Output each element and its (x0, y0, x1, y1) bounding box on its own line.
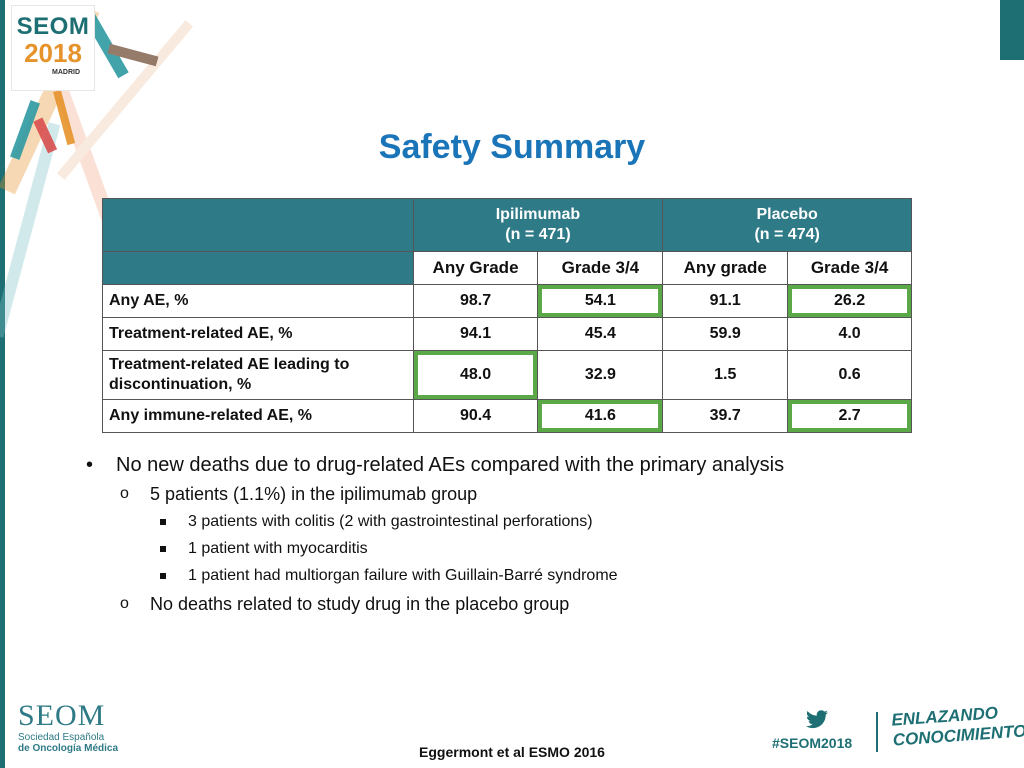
twitter-icon (806, 710, 828, 729)
hashtag: #SEOM2018 (772, 735, 853, 751)
table-cell: 32.9 (537, 350, 664, 400)
row-label: Treatment-related AE, % (102, 317, 414, 351)
slide-title: Safety Summary (378, 128, 646, 166)
table-cell-highlighted: 48.0 (412, 350, 539, 400)
table-row: Treatment-related AE leading to disconti… (102, 350, 912, 400)
bullet-detail: 1 patient with myocarditis (86, 537, 986, 561)
subheader-row: Any Grade Grade 3/4 Any grade Grade 3/4 (102, 251, 912, 285)
col-header: Any Grade (412, 251, 539, 285)
table-cell: 94.1 (412, 317, 539, 351)
table-row: Treatment-related AE, % 94.1 45.4 59.9 4… (102, 317, 912, 351)
table-cell: 1.5 (662, 350, 789, 400)
table-cell: 59.9 (662, 317, 789, 351)
row-label: Treatment-related AE leading to disconti… (102, 350, 414, 400)
bullet-list: No new deaths due to drug-related AEs co… (86, 452, 986, 617)
header-blank (102, 198, 414, 252)
table-cell: 91.1 (662, 284, 789, 318)
col-header: Any grade (662, 251, 789, 285)
safety-table: Ipilimumab (n = 471) Placebo (n = 474) A… (102, 198, 912, 433)
table-cell: 4.0 (787, 317, 912, 351)
table-row: Any immune-related AE, % 90.4 41.6 39.7 … (102, 399, 912, 433)
table-cell: 98.7 (412, 284, 539, 318)
group-n: (n = 474) (754, 226, 820, 243)
table-row: Any AE, % 98.7 54.1 91.1 26.2 (102, 284, 912, 318)
header-blank (102, 251, 414, 285)
logo-city: MADRID (52, 69, 80, 76)
group-header-placebo: Placebo (n = 474) (662, 198, 912, 252)
corner-accent (1000, 0, 1024, 60)
group-name: Ipilimumab (495, 206, 581, 223)
group-header-row: Ipilimumab (n = 471) Placebo (n = 474) (102, 198, 912, 252)
table-cell: 39.7 (662, 399, 789, 433)
footer-divider (876, 712, 878, 752)
group-header-ipilimumab: Ipilimumab (n = 471) (412, 198, 664, 252)
bullet-sub: 5 patients (1.1%) in the ipilimumab grou… (86, 481, 986, 507)
group-name: Placebo (756, 206, 818, 223)
bullet-main: No new deaths due to drug-related AEs co… (86, 452, 986, 478)
table-cell-highlighted: 54.1 (537, 284, 664, 318)
seom-2018-logo: SEOM 2018 MADRID (12, 6, 94, 90)
bullet-sub: No deaths related to study drug in the p… (86, 591, 986, 617)
seom-line1: Sociedad Española (18, 732, 105, 743)
table-cell: 45.4 (537, 317, 664, 351)
logo-year: 2018 (24, 38, 82, 68)
citation: Eggermont et al ESMO 2016 (419, 744, 605, 760)
left-edge-bar (0, 0, 5, 768)
row-label: Any AE, % (102, 284, 414, 318)
table-cell: 90.4 (412, 399, 539, 433)
bullet-detail: 1 patient had multiorgan failure with Gu… (86, 564, 986, 588)
table-cell: 0.6 (787, 350, 912, 400)
bullet-detail: 3 patients with colitis (2 with gastroin… (86, 510, 986, 534)
table-cell-highlighted: 26.2 (787, 284, 912, 318)
row-label: Any immune-related AE, % (102, 399, 414, 433)
logo-name: SEOM (16, 13, 90, 40)
table-cell-highlighted: 2.7 (787, 399, 912, 433)
col-header: Grade 3/4 (537, 251, 664, 285)
seom-footer-logo: SEOM Sociedad Española de Oncología Médi… (18, 699, 119, 755)
table-cell-highlighted: 41.6 (537, 399, 664, 433)
group-n: (n = 471) (505, 226, 571, 243)
col-header: Grade 3/4 (787, 251, 912, 285)
seom-wordmark: SEOM (18, 699, 106, 732)
seom-line2: de Oncología Médica (18, 743, 119, 754)
